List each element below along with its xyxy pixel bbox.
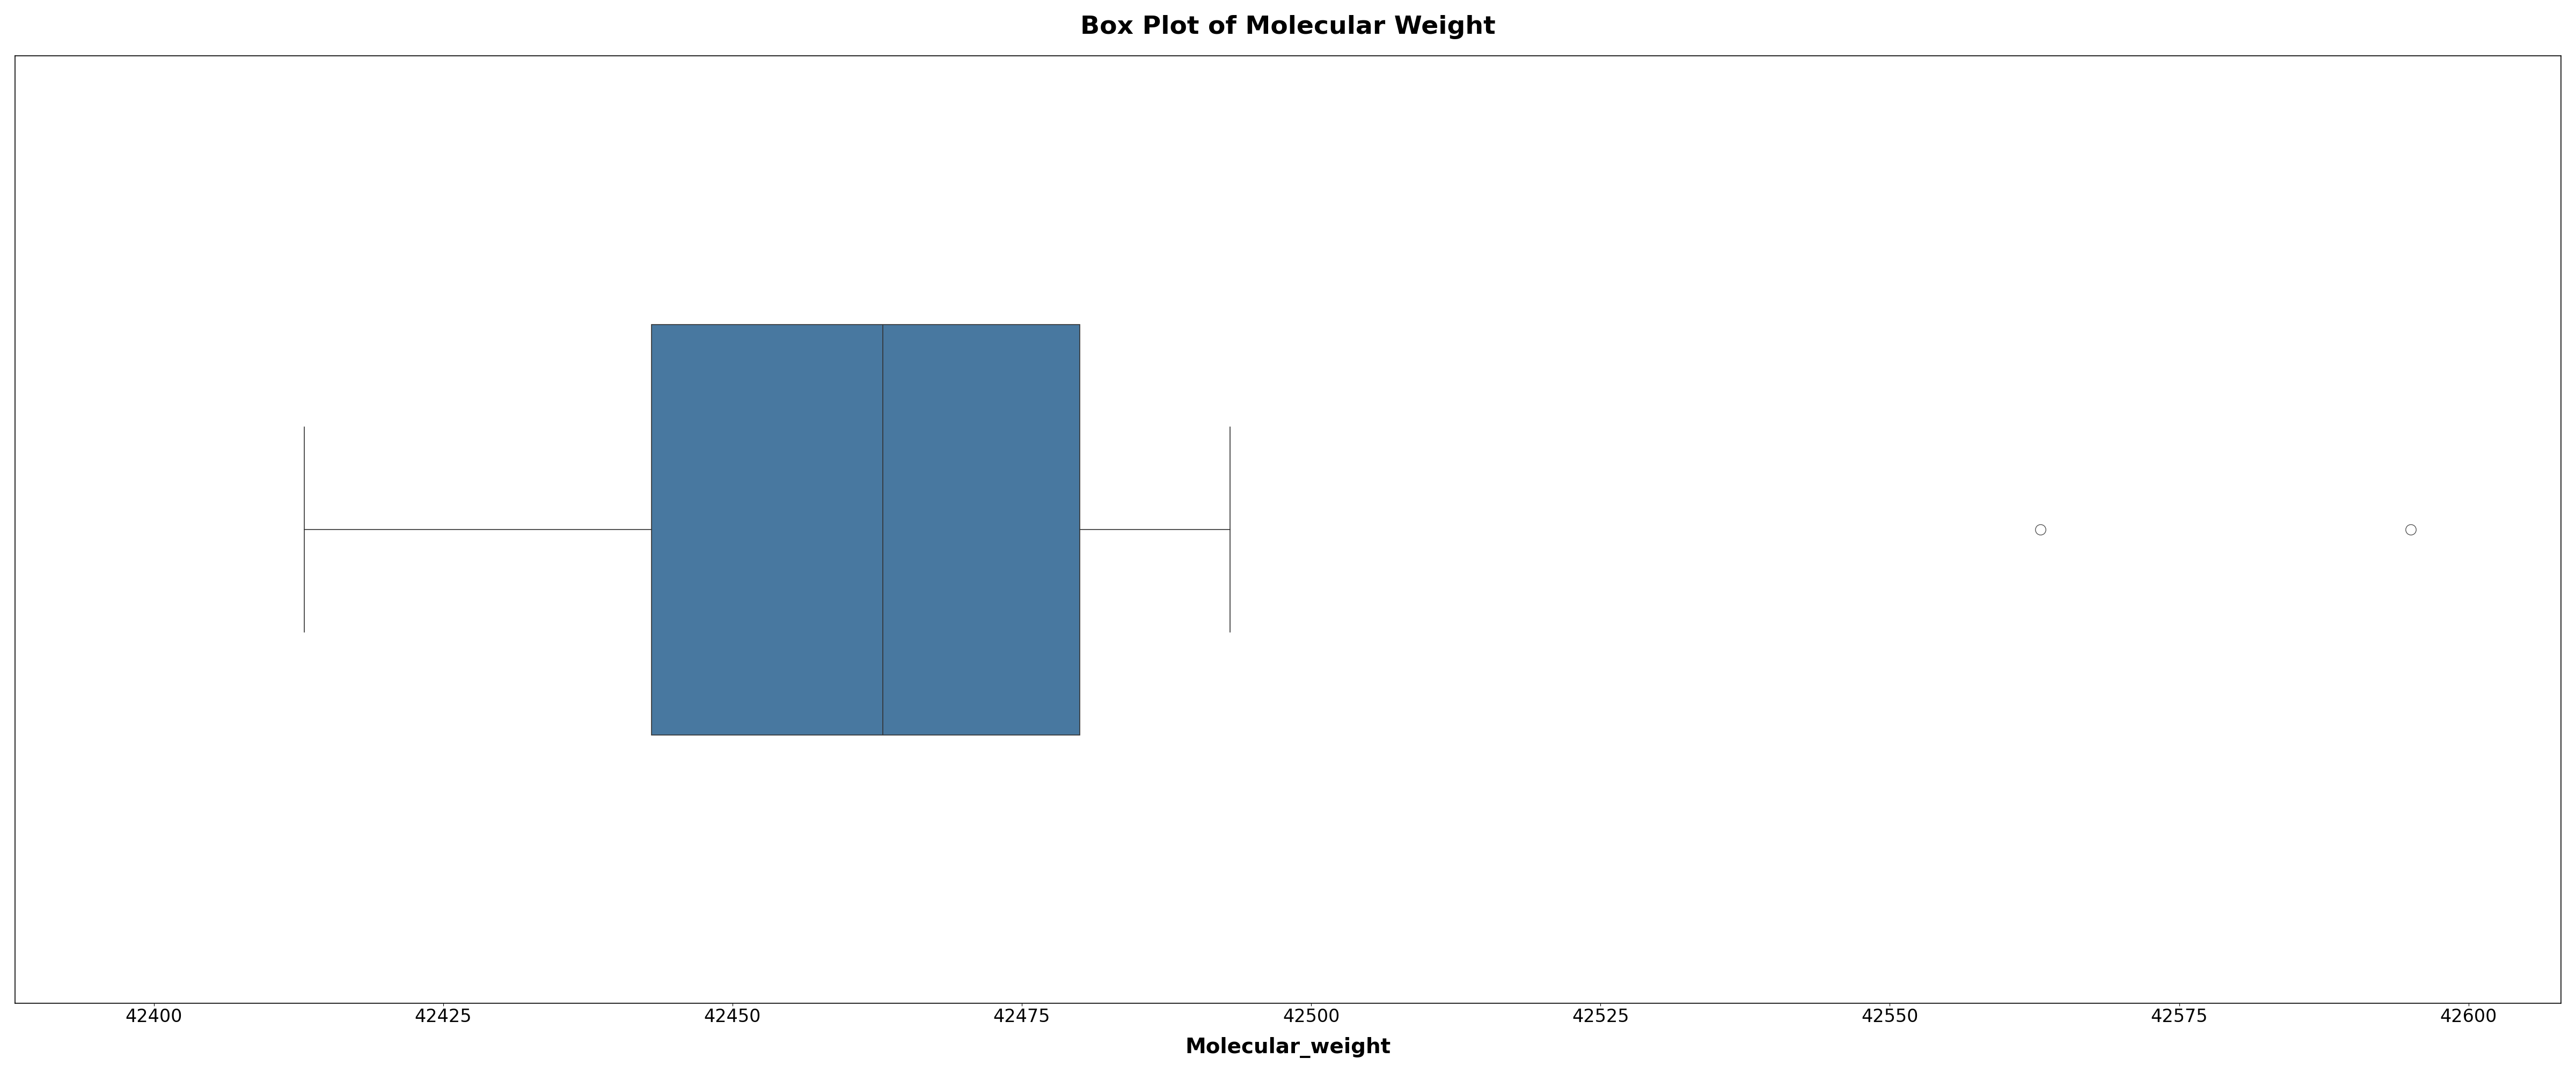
Title: Box Plot of Molecular Weight: Box Plot of Molecular Weight xyxy=(1079,15,1497,39)
PathPatch shape xyxy=(652,324,1079,735)
X-axis label: Molecular_weight: Molecular_weight xyxy=(1185,1038,1391,1058)
